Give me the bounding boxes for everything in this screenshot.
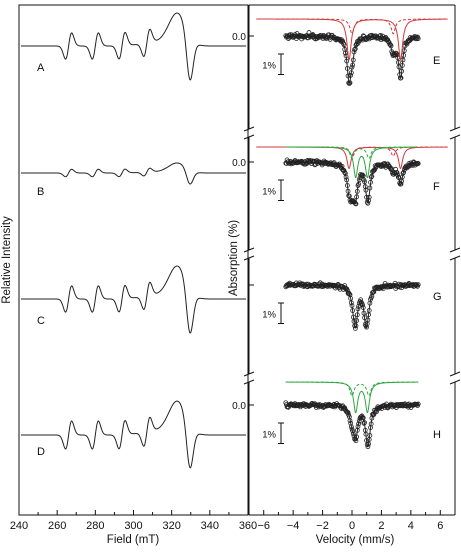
mossbauer-panel-label-h: H — [433, 429, 441, 441]
mossbauer-x-tick-label: 6 — [437, 520, 443, 532]
data-point — [352, 201, 358, 206]
mossbauer-panel-label-g: G — [433, 291, 442, 303]
epr-trace-c — [20, 265, 247, 334]
component-fit-green-dashed — [285, 146, 419, 160]
mossbauer-axis-breaks — [243, 126, 461, 385]
epr-x-tick-label: 300 — [124, 520, 142, 532]
mossbauer-panel-g: 1% — [249, 280, 421, 331]
epr-x-tick-label: 280 — [86, 520, 104, 532]
axis-break-mark — [449, 379, 461, 385]
scale-bar-label: 1% — [262, 309, 276, 320]
component-fit-green-dashed — [285, 381, 419, 397]
total-fit-line — [285, 404, 419, 448]
data-point — [395, 172, 401, 178]
epr-plot: A B C D 240 260 280 300 320 340 360 Relative Inte… — [1, 4, 257, 546]
epr-x-tick-label: 260 — [48, 520, 66, 532]
scale-bar-label: 1% — [262, 60, 276, 71]
axis-break-mark — [243, 255, 255, 261]
epr-x-tick-label: 320 — [162, 520, 180, 532]
mossbauer-panel-labels: E F G H — [433, 55, 442, 441]
epr-panel-label-a: A — [37, 62, 45, 74]
epr-x-tick-label: 360 — [239, 520, 257, 532]
mossbauer-traces: 0.0 1% 0.0 1% 1% 0.0 1% — [232, 18, 448, 450]
axis-break-mark — [449, 371, 461, 377]
axis-break-mark — [449, 126, 461, 132]
data-points — [283, 400, 421, 450]
epr-trace-a — [20, 12, 247, 81]
mossbauer-x-tick-label: 4 — [408, 520, 414, 532]
zero-tick-label: 0.0 — [232, 32, 246, 43]
epr-panel-label-b: B — [37, 186, 44, 198]
axis-break-mark — [243, 134, 255, 140]
data-point — [365, 444, 371, 450]
axis-break-mark — [243, 379, 255, 385]
data-point — [350, 428, 356, 434]
mossbauer-panel-label-e: E — [433, 55, 440, 67]
component-fit-red-dashed — [256, 18, 448, 35]
zero-tick-label: 0.0 — [232, 401, 246, 412]
mossbauer-x-axis: −6 −4 −2 0 2 4 6 — [257, 510, 443, 532]
axis-break-mark — [243, 371, 255, 377]
axis-break-mark — [243, 126, 255, 132]
data-point — [306, 30, 312, 35]
mossbauer-x-tick-label: −6 — [257, 520, 270, 532]
axis-break-mark — [449, 247, 461, 253]
axis-break-mark — [449, 134, 461, 140]
axis-break-mark — [449, 255, 461, 261]
mossbauer-panel-e: 0.0 1% — [232, 18, 448, 86]
mossbauer-x-axis-title: Velocity (mm/s) — [316, 534, 395, 546]
epr-trace-b — [20, 162, 247, 185]
epr-trace-d — [20, 400, 247, 469]
epr-y-axis-title: Relative Intensity — [1, 216, 13, 304]
scale-bar-label: 1% — [262, 429, 276, 440]
epr-panel-labels: A B C D — [37, 62, 45, 458]
total-fit-line — [285, 161, 419, 204]
data-point — [346, 291, 352, 297]
mossbauer-x-tick-label: −4 — [287, 520, 300, 532]
mossbauer-panel-h: 0.0 1% — [232, 381, 421, 450]
epr-panel-label-d: D — [37, 446, 45, 458]
data-point — [370, 168, 376, 174]
data-point — [370, 289, 376, 295]
mossbauer-x-tick-label: 2 — [378, 520, 384, 532]
epr-traces — [20, 12, 247, 469]
epr-x-tick-label: 340 — [201, 520, 219, 532]
data-point — [415, 161, 421, 166]
data-point — [345, 410, 351, 415]
data-point — [344, 287, 350, 293]
mossbauer-panel-f: 0.0 1% — [232, 146, 448, 207]
mossbauer-x-tick-label: −2 — [316, 520, 329, 532]
mossbauer-frame — [248, 4, 456, 516]
zero-tick-label: 0.0 — [232, 158, 246, 169]
epr-frame — [18, 4, 249, 516]
epr-x-tick-label: 240 — [10, 520, 28, 532]
axis-break-mark — [243, 247, 255, 253]
epr-x-axis-title: Field (mT) — [107, 534, 160, 546]
mossbauer-y-axis-title: Absorption (%) — [228, 220, 240, 296]
data-point — [346, 81, 352, 86]
total-fit-line — [285, 284, 419, 329]
epr-panel-label-c: C — [37, 315, 45, 327]
mossbauer-panel-label-f: F — [433, 181, 440, 193]
mossbauer-x-tick-label: 0 — [349, 520, 355, 532]
data-point — [415, 401, 421, 407]
scale-bar-label: 1% — [262, 186, 276, 197]
mossbauer-plot: 0.0 1% 0.0 1% 1% 0.0 1% E F G H −6 −4 −2 0 2 4 6 Absorp… — [228, 4, 461, 546]
data-point — [398, 181, 404, 187]
total-fit-line — [285, 35, 419, 85]
data-point — [415, 36, 421, 41]
data-point — [342, 170, 348, 175]
epr-x-axis: 240 260 280 300 320 340 360 — [10, 510, 257, 532]
